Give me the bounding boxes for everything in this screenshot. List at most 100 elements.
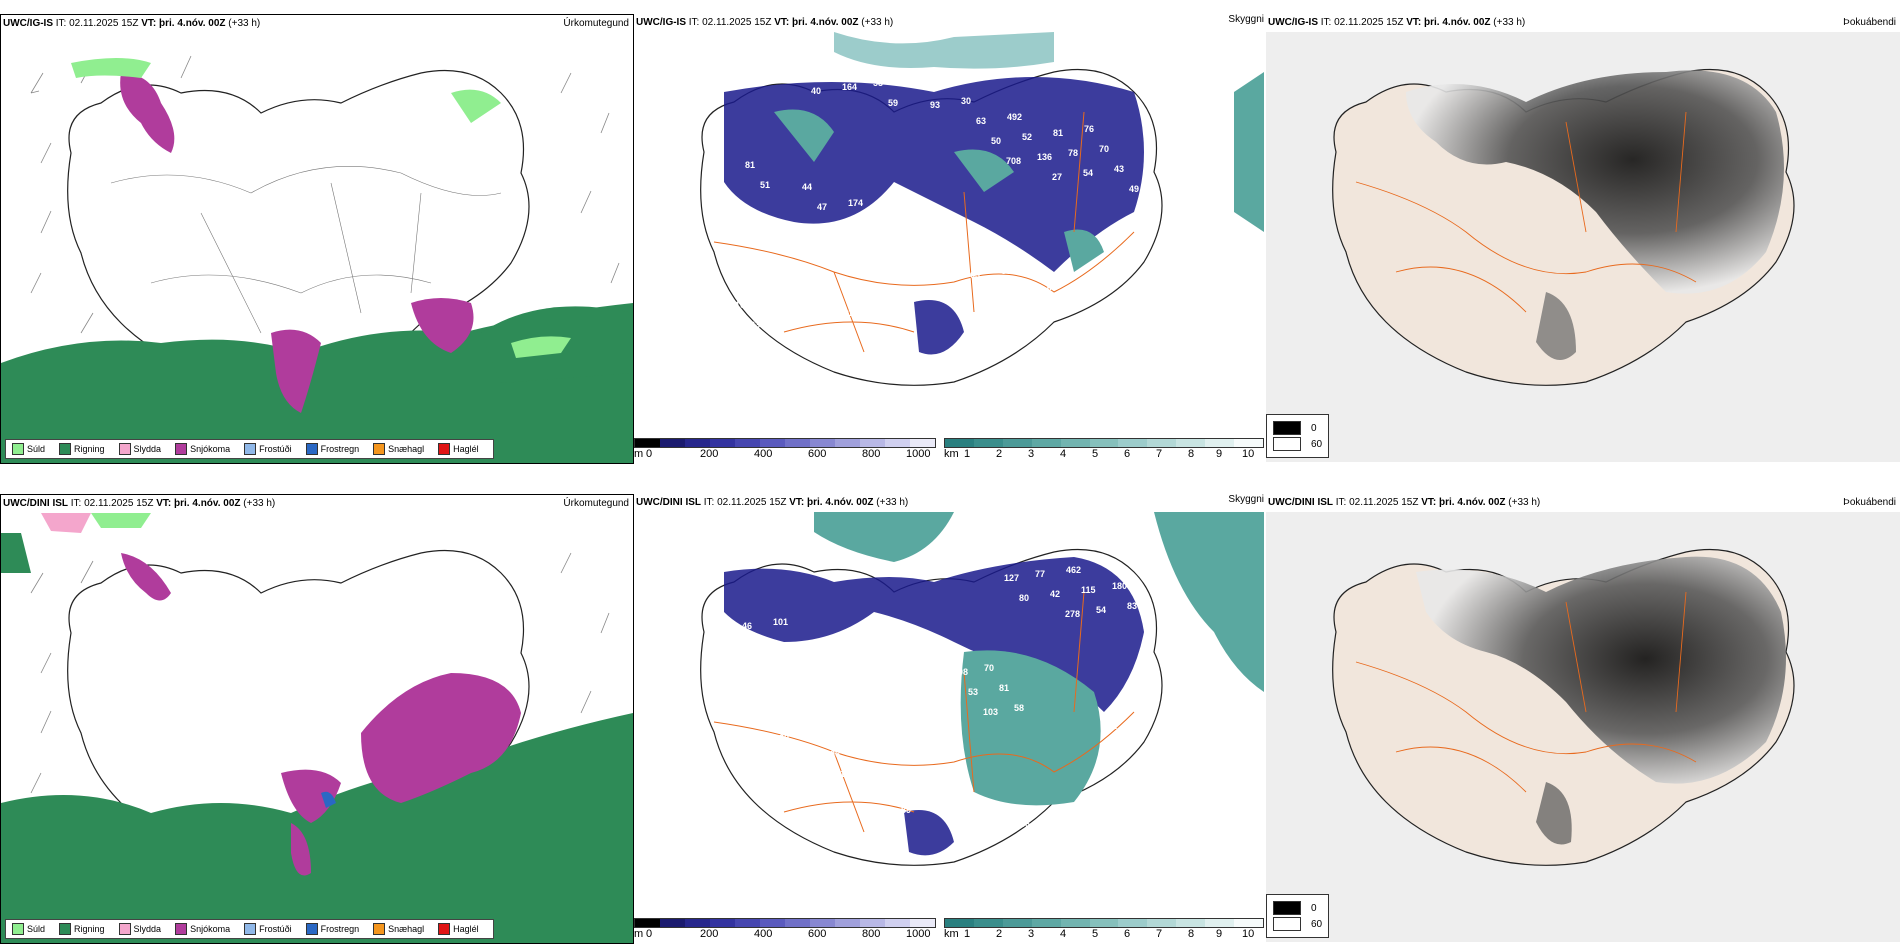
legend-swatch-drizzle — [12, 443, 24, 455]
height-tick: 0 — [646, 448, 653, 460]
legend-item: Frostregn — [305, 923, 359, 935]
low-vis-south — [904, 810, 954, 856]
visibility-value-label: 72 — [832, 222, 842, 232]
vis-tick: 9 — [1216, 448, 1223, 460]
rain-west-edge — [1, 533, 31, 573]
visibility-value-label: 104 — [735, 300, 750, 310]
vis-tick: 2 — [996, 928, 1003, 940]
height-colorbar: m 0 200 400 600 800 1000 — [634, 918, 936, 942]
legend-swatch-snow-pellets — [373, 923, 386, 935]
vis-tick: 9 — [1216, 928, 1223, 940]
lead-time: (+33 h) — [228, 18, 261, 29]
legend-swatch-rain — [59, 443, 72, 455]
height-colorbar: m 0 200 400 600 800 1000 — [634, 438, 936, 462]
visibility-value-label: 54 — [1096, 605, 1106, 615]
it-label: IT: — [1320, 17, 1332, 28]
visibility-value-label: 85 — [986, 246, 996, 256]
visibility-value-label: 137 — [909, 234, 924, 244]
legend-swatch-snow-pellets — [373, 443, 386, 455]
height-unit: m — [634, 928, 644, 940]
snow-nw — [120, 73, 175, 153]
colorbar-segment — [710, 439, 735, 447]
visibility-value-label: 97 — [886, 785, 896, 795]
panel-corner-title: Úrkomutegund — [563, 18, 629, 29]
visibility-value-label: 132 — [922, 671, 937, 681]
visibility-value-label: 58 — [1014, 703, 1024, 713]
visibility-value-label: 53 — [968, 687, 978, 697]
visibility-value-label: 81 — [999, 683, 1009, 693]
snow-se — [411, 298, 474, 353]
vt-value: þri. 4.nóv. 00Z — [1439, 497, 1506, 508]
visibility-value-label: 77 — [1035, 569, 1045, 579]
legend-label: Slydda — [133, 444, 162, 454]
panel-corner-title: Þokuábendi — [1843, 17, 1896, 28]
legend-label: Súld — [27, 444, 46, 454]
vis-tick: 7 — [1156, 448, 1163, 460]
colorbar-segment — [1002, 919, 1032, 927]
precip-type-panel-2: UWC/DINI ISL IT: 02.11.2025 15Z VT: þri.… — [0, 494, 634, 944]
visibility-value-label: 128 — [938, 647, 953, 657]
it-value: 02.11.2025 15Z — [1334, 17, 1404, 28]
it-label: IT: — [1335, 497, 1347, 508]
visibility-value-label: 105 — [876, 655, 891, 665]
row-1: UWC/IG-IS IT: 02.11.2025 15Z VT: þri. 4.… — [0, 14, 1900, 464]
visibility-value-label: 164 — [842, 82, 857, 92]
legend-swatch-freezing-drizzle — [244, 923, 257, 935]
model-name: UWC/DINI ISL — [1268, 497, 1333, 508]
visibility-value-label: 178 — [1089, 284, 1104, 294]
height-tick: 1000 — [906, 448, 931, 460]
colorbar-segment — [760, 919, 785, 927]
visibility-value-label: 49 — [1129, 184, 1139, 194]
visibility-value-label: 96 — [781, 316, 791, 326]
fog-legend-swatch-light — [1273, 437, 1301, 451]
colorbar-segment — [1147, 439, 1177, 447]
visibility-map: 240 94 27 40 63 49 59 47 708 88 77 54 164 60 51 84 34 136… — [634, 32, 1264, 432]
row-2: UWC/DINI ISL IT: 02.11.2025 15Z VT: þri.… — [0, 480, 1900, 950]
precip-legend: Súld Rigning Slydda Snjókoma Frostúði Fr… — [5, 439, 494, 459]
colorbar-segment — [635, 919, 660, 927]
fog-map — [1266, 512, 1900, 942]
visibility-value-label: 106 — [825, 749, 840, 759]
drizzle-ne — [451, 89, 501, 123]
height-colorbar-bar — [634, 918, 936, 928]
legend-swatch-hail — [438, 923, 451, 935]
visibility-value-label: 59 — [888, 98, 898, 108]
low-vis-south — [914, 300, 964, 355]
visibility-value-label: 159 — [989, 823, 1004, 833]
lead-time: (+33 h) — [243, 498, 276, 509]
vt-value: þri. 4.nóv. 00Z — [174, 498, 241, 509]
colorbar-segment — [860, 439, 885, 447]
visibility-value-label: 43 — [1114, 164, 1124, 174]
height-tick: 0 — [646, 928, 653, 940]
panel-corner-title: Skyggni — [1228, 14, 1264, 25]
colorbar-segment — [685, 919, 710, 927]
visibility-value-label: 47 — [817, 202, 827, 212]
height-tick: 400 — [754, 928, 773, 940]
visibility-value-label: 108 — [953, 667, 968, 677]
it-value: 02.11.2025 15Z — [1349, 497, 1419, 508]
visibility-value-label: 81 — [745, 160, 755, 170]
colorbar-segment — [973, 439, 1003, 447]
legend-swatch-sleet — [118, 443, 131, 455]
visibility-value-label: 115 — [1081, 585, 1096, 595]
colorbar-segment — [1234, 439, 1263, 447]
it-label: IT: — [55, 18, 67, 29]
vis-tick: 3 — [1028, 448, 1035, 460]
fog-legend-row: 0 — [1273, 901, 1322, 915]
visibility-value-label: 102 — [971, 226, 986, 236]
visibility-panel-1: UWC/IG-IS IT: 02.11.2025 15Z VT: þri. 4.… — [634, 14, 1264, 462]
teal-north-band — [814, 512, 954, 562]
colorbar-segment — [1031, 439, 1061, 447]
legend-label: Súld — [27, 924, 46, 934]
visibility-value-label: 66 — [1020, 819, 1030, 829]
visibility-value-label: 47 — [1047, 282, 1057, 292]
drizzle-nw — [71, 58, 151, 78]
visibility-value-label: 133 — [812, 312, 827, 322]
visibility-value-label: 60 — [809, 773, 819, 783]
panel-corner-title: Úrkomutegund — [563, 498, 629, 509]
drizzle-ne — [91, 513, 151, 528]
visibility-value-label: 94 — [893, 258, 903, 268]
fog-legend-label: 60 — [1311, 918, 1323, 930]
snow-south — [281, 769, 341, 823]
visibility-value-label: 52 — [1022, 132, 1032, 142]
